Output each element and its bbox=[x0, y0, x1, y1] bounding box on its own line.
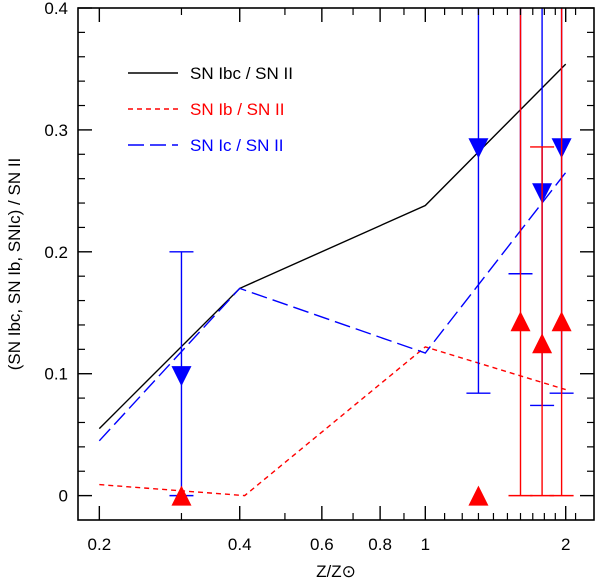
y-axis-title: (SN Ibc, SN Ib, SNIc) / SN II bbox=[5, 158, 24, 371]
legend: SN Ibc / SN II SN Ib / SN II SN Ic / SN II bbox=[128, 64, 293, 155]
data-point-5 bbox=[171, 485, 192, 506]
y-tick-label: 0.2 bbox=[44, 243, 68, 262]
x-tick-label: 0.6 bbox=[310, 535, 334, 554]
ticks-layer: 0.2 0.4 0.6 0.8 1 2 0 0.1 0.2 0.3 0.4 bbox=[44, 0, 594, 554]
legend-label-2: SN Ic / SN II bbox=[190, 136, 284, 155]
data-point-9 bbox=[549, 8, 574, 497]
x-axis-title: Z/Z⊙ bbox=[316, 562, 356, 581]
data-point-7 bbox=[508, 8, 533, 497]
legend-label-1: SN Ib / SN II bbox=[190, 100, 284, 119]
series-line-2 bbox=[98, 172, 567, 442]
y-tick-label: 0.1 bbox=[44, 365, 68, 384]
x-tick-label: 0.4 bbox=[228, 535, 252, 554]
down-triangle-marker bbox=[171, 366, 192, 387]
y-tick-label: 0 bbox=[59, 487, 68, 506]
data-point-1 bbox=[466, 8, 491, 394]
x-tick-label: 1 bbox=[421, 535, 430, 554]
data-point-0 bbox=[169, 251, 194, 497]
up-triangle-marker bbox=[551, 311, 572, 332]
y-tick-label: 0.4 bbox=[44, 0, 68, 18]
x-tick-label: 0.2 bbox=[88, 535, 112, 554]
x-tick-label: 0.8 bbox=[368, 535, 392, 554]
series-line-1 bbox=[99, 346, 566, 497]
data-point-8 bbox=[530, 146, 555, 497]
x-tick-label: 2 bbox=[561, 535, 570, 554]
legend-label-0: SN Ibc / SN II bbox=[190, 64, 293, 83]
up-triangle-marker bbox=[171, 485, 192, 506]
series-line-0 bbox=[98, 63, 567, 430]
y-tick-label: 0.3 bbox=[44, 121, 68, 140]
data-point-6 bbox=[468, 485, 489, 506]
data-layer bbox=[98, 8, 574, 506]
up-triangle-marker bbox=[510, 311, 531, 332]
up-triangle-marker bbox=[468, 485, 489, 506]
plot-frame bbox=[77, 7, 595, 521]
down-triangle-marker bbox=[468, 138, 489, 159]
up-triangle-marker bbox=[532, 333, 553, 354]
